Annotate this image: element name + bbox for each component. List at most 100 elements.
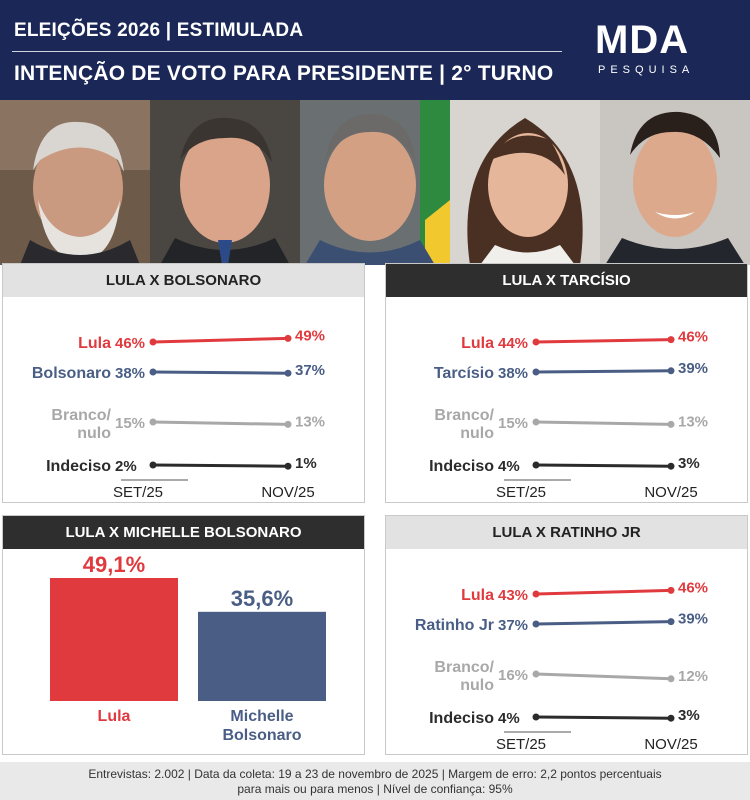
point-start	[532, 338, 540, 346]
point-end	[284, 334, 292, 342]
data-label-start: 46%	[115, 335, 145, 352]
data-label-start: 4%	[498, 458, 520, 475]
point-end	[284, 420, 292, 428]
bar-1	[198, 611, 326, 701]
data-label-end: 13%	[678, 413, 708, 430]
series-line-2	[152, 420, 289, 426]
chart-title: LULA X MICHELLE BOLSONARO	[3, 516, 364, 549]
series-line-1	[535, 369, 672, 374]
bar-chart: 49,1% Lula 35,6% Michelle Bolsonaro	[50, 552, 326, 744]
data-label-end: 1%	[295, 455, 317, 472]
data-label-end: 46%	[678, 329, 708, 346]
logo-subtext: PESQUISA	[598, 64, 695, 76]
point-start	[532, 590, 540, 598]
point-start	[149, 461, 157, 469]
series-name: Indeciso	[46, 458, 111, 475]
header-title: INTENÇÃO DE VOTO PARA PRESIDENTE | 2° TU…	[14, 62, 554, 85]
series-line-1	[152, 370, 289, 375]
series-line-0	[535, 338, 672, 344]
logo-text: MDA	[595, 18, 690, 62]
photo-michelle	[450, 100, 600, 265]
line-chart: Lula 43% 46% Ratinho Jr 37% 39% Branco/nulo16%…	[415, 579, 708, 753]
data-label-start: 15%	[498, 415, 528, 432]
series-name: Indeciso	[429, 710, 494, 727]
series-line-0	[152, 336, 289, 344]
photo-tarcisio	[300, 100, 450, 265]
data-label-end: 37%	[295, 362, 325, 379]
data-label-end: 13%	[295, 413, 325, 430]
point-end	[667, 586, 675, 594]
chart-title: LULA X RATINHO JR	[386, 516, 747, 549]
series-name: Lula	[78, 335, 111, 352]
bar-category-label: Michelle	[230, 708, 293, 725]
point-end	[667, 618, 675, 626]
chart-title: LULA X BOLSONARO	[3, 264, 364, 297]
data-label-end: 3%	[678, 455, 700, 472]
series-name: nulo	[77, 425, 111, 442]
data-label-end: 3%	[678, 707, 700, 724]
point-start	[149, 338, 157, 346]
bar-value-label: 35,6%	[231, 586, 293, 611]
photo-bolsonaro	[150, 100, 300, 265]
header-subtitle: ELEIÇÕES 2026 | ESTIMULADA	[14, 20, 304, 41]
data-label-end: 39%	[678, 360, 708, 377]
series-line-3	[535, 463, 672, 468]
point-start	[532, 368, 540, 376]
series-line-0	[535, 588, 672, 596]
series-name: nulo	[460, 677, 494, 694]
data-label-start: 4%	[498, 710, 520, 727]
series-line-3	[152, 463, 289, 468]
series-line-3	[535, 715, 672, 720]
methodology-footer: Entrevistas: 2.002 | Data da coleta: 19 …	[0, 762, 750, 800]
point-end	[667, 420, 675, 428]
photo-lula	[0, 100, 150, 265]
chart-title: LULA X TARCÍSIO	[386, 264, 747, 297]
data-label-start: 38%	[115, 365, 145, 382]
series-line-2	[535, 672, 672, 681]
chart-lula-x-bolsonaro: LULA X BOLSONARO Lula 46% 49% Bolsonaro 38% 3…	[2, 263, 365, 503]
x-tick-label: SET/25	[113, 484, 163, 501]
point-end	[667, 714, 675, 722]
series-name: Branco/	[434, 659, 494, 676]
series-name: Tarcísio	[434, 365, 494, 382]
point-end	[667, 336, 675, 344]
data-label-end: 12%	[678, 668, 708, 685]
data-label-end: 46%	[678, 579, 708, 596]
point-end	[284, 369, 292, 377]
data-label-start: 43%	[498, 587, 528, 604]
data-label-start: 44%	[498, 335, 528, 352]
header-divider	[12, 51, 562, 52]
point-end	[667, 367, 675, 375]
series-name: nulo	[460, 425, 494, 442]
series-name: Ratinho Jr	[415, 617, 494, 634]
bar-0	[50, 578, 178, 701]
candidate-photos	[0, 100, 750, 265]
series-name: Indeciso	[429, 458, 494, 475]
series-name: Branco/	[51, 407, 111, 424]
point-end	[667, 675, 675, 683]
x-tick-label: NOV/25	[644, 484, 697, 501]
point-end	[667, 462, 675, 470]
point-end	[284, 462, 292, 470]
point-start	[149, 418, 157, 426]
data-label-start: 2%	[115, 458, 137, 475]
data-label-start: 15%	[115, 415, 145, 432]
point-start	[532, 418, 540, 426]
chart-lula-x-ratinho: LULA X RATINHO JR Lula 43% 46% Ratinho Jr 37…	[385, 515, 748, 755]
point-start	[532, 620, 540, 628]
x-tick-label: SET/25	[496, 736, 546, 753]
footer-line-2: para mais ou para menos | Nível de confi…	[237, 782, 513, 796]
series-line-2	[535, 420, 672, 426]
x-tick-label: NOV/25	[644, 736, 697, 753]
header-banner: ELEIÇÕES 2026 | ESTIMULADA INTENÇÃO DE V…	[0, 0, 750, 100]
bar-category-label: Bolsonaro	[222, 727, 301, 744]
point-start	[532, 461, 540, 469]
data-label-end: 39%	[678, 611, 708, 628]
series-name: Bolsonaro	[32, 365, 111, 382]
data-label-start: 37%	[498, 617, 528, 634]
series-line-1	[535, 620, 672, 626]
point-start	[532, 713, 540, 721]
